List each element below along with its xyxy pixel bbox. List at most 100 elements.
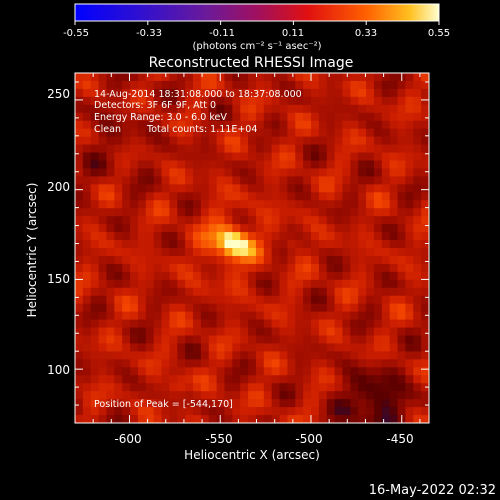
image-pixel [421,104,429,114]
image-pixel [114,271,123,281]
image-pixel [193,343,202,352]
image-pixel [98,327,108,337]
image-pixel [350,192,359,201]
image-pixel [350,176,359,185]
image-pixel [232,327,241,337]
image-pixel [381,375,391,384]
image-pixel [75,168,84,177]
image-pixel [318,160,328,170]
image-pixel [421,391,429,400]
image-pixel [130,351,139,360]
image-pixel [98,73,108,82]
image-pixel [106,359,115,368]
image-pixel [208,200,218,209]
image-pixel [318,112,328,122]
image-pixel [350,319,359,329]
image-pixel [255,359,265,368]
image-pixel [389,248,399,257]
image-pixel [145,415,155,423]
image-pixel [311,216,320,225]
image-pixel [193,216,202,225]
image-pixel [161,128,170,138]
image-pixel [75,208,84,217]
image-pixel [130,136,139,146]
image-pixel [161,248,170,257]
image-pixel [122,359,131,368]
image-pixel [397,104,406,114]
image-pixel [413,295,422,305]
image-pixel [224,120,233,130]
image-pixel [169,192,178,201]
image-pixel [303,407,312,416]
image-pixel [295,399,304,408]
image-pixel [389,184,399,193]
image-pixel [193,287,202,297]
image-pixel [224,303,233,313]
image-pixel [75,152,84,162]
image-pixel [373,192,383,201]
image-pixel [193,176,202,185]
image-pixel [208,232,218,241]
image-pixel [232,176,241,185]
image-pixel [421,263,429,273]
image-pixel [413,80,422,90]
image-pixel [413,168,422,177]
image-pixel [208,176,218,185]
image-pixel [98,240,108,249]
image-pixel [311,399,320,408]
image-pixel [169,391,178,400]
image-pixel [193,335,202,345]
image-pixel [145,279,155,289]
image-pixel [334,160,344,170]
image-pixel [311,232,320,241]
image-pixel [271,128,281,138]
image-pixel [200,73,210,82]
image-pixel [185,271,194,281]
image-pixel [287,255,296,265]
image-pixel [114,248,123,257]
image-pixel [311,375,320,384]
image-pixel [248,73,257,82]
image-pixel [287,168,296,177]
image-pixel [208,359,218,368]
image-pixel [413,216,422,225]
image-pixel [224,224,233,233]
image-pixel [389,383,399,392]
image-pixel [334,375,344,384]
image-pixel [405,216,414,225]
image-pixel [232,112,241,122]
image-pixel [153,73,163,82]
image-pixel [200,248,210,257]
image-pixel [342,88,351,98]
image-pixel [200,255,210,265]
image-pixel [98,375,108,384]
image-pixel [248,192,257,201]
image-pixel [177,128,186,138]
image-pixel [342,120,351,130]
image-pixel [145,311,155,321]
image-pixel [350,311,359,321]
image-pixel [114,367,123,376]
image-pixel [137,96,147,106]
image-pixel [232,152,241,162]
image-pixel [232,255,241,265]
image-pixel [405,136,414,146]
image-pixel [326,343,336,352]
image-pixel [193,367,202,376]
image-pixel [200,144,210,154]
image-pixel [75,96,84,106]
image-pixel [145,184,155,193]
image-pixel [255,335,265,345]
image-pixel [161,88,170,98]
image-pixel [303,303,312,313]
image-pixel [82,104,92,114]
image-pixel [342,335,351,345]
image-pixel [389,271,399,281]
image-pixel [177,319,186,329]
image-pixel [366,311,375,321]
image-pixel [303,248,312,257]
image-pixel [208,367,218,376]
image-pixel [271,216,281,225]
image-pixel [145,319,155,329]
image-pixel [248,96,257,106]
